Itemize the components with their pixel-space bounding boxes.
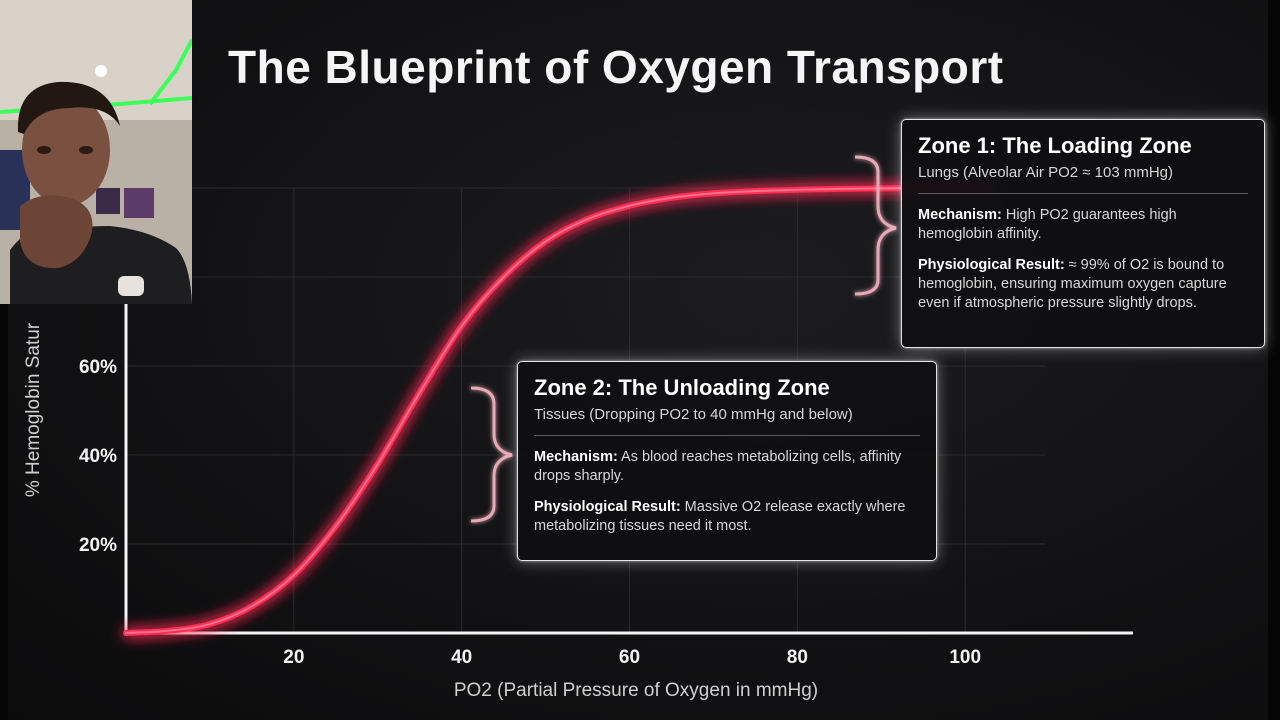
y-tick-60: 60% bbox=[79, 357, 117, 378]
zone2-divider bbox=[534, 435, 920, 436]
zone1-mechanism: Mechanism: High PO2 guarantees high hemo… bbox=[918, 206, 1248, 244]
series-line-core-0 bbox=[125, 186, 992, 634]
x-tick-100: 100 bbox=[949, 647, 981, 668]
zone2-subtitle: Tissues (Dropping PO2 to 40 mmHg and bel… bbox=[534, 406, 853, 423]
zone1-title: Zone 1: The Loading Zone bbox=[918, 133, 1192, 158]
zone1-divider bbox=[918, 193, 1248, 194]
curve-series bbox=[123, 184, 994, 636]
zone1-result-label: Physiological Result: bbox=[918, 257, 1065, 273]
left-border bbox=[0, 0, 8, 720]
y-axis-label: % Hemoglobin Satur bbox=[23, 322, 44, 497]
zone2-result: Physiological Result: Massive O2 release… bbox=[534, 498, 920, 536]
zone1-result: Physiological Result: ≈ 99% of O2 is bou… bbox=[918, 256, 1248, 313]
right-border bbox=[1268, 0, 1280, 720]
face bbox=[22, 94, 110, 206]
x-tick-labels: 20 40 60 80 100 bbox=[283, 647, 981, 668]
zone1-result-text: ≈ 99% of O2 is bound to hemoglobin, ensu… bbox=[918, 257, 1227, 311]
zone1-bracket bbox=[854, 155, 897, 296]
zone2-mechanism: Mechanism: As blood reaches metabolizing… bbox=[534, 448, 920, 486]
left-eye bbox=[37, 146, 51, 154]
zone2-callout: Zone 2: The Unloading Zone Tissues (Drop… bbox=[517, 361, 937, 561]
led-strip-diagonal bbox=[148, 39, 192, 106]
x-tick-20: 20 bbox=[283, 647, 304, 668]
x-tick-40: 40 bbox=[451, 647, 472, 668]
wall-poster-2 bbox=[124, 188, 154, 218]
y-tick-20: 20% bbox=[79, 535, 117, 556]
presenter-webcam bbox=[0, 0, 192, 304]
zone2-title: Zone 2: The Unloading Zone bbox=[534, 375, 830, 400]
hand bbox=[20, 195, 93, 269]
right-eye bbox=[79, 146, 93, 154]
slide-title: The Blueprint of Oxygen Transport bbox=[228, 41, 1004, 93]
webcam-scene bbox=[0, 0, 192, 304]
hair bbox=[17, 81, 121, 134]
zone1-mechanism-text: High PO2 guarantees high hemoglobin affi… bbox=[918, 207, 1177, 242]
x-axis-label: PO2 (Partial Pressure of Oxygen in mmHg) bbox=[454, 680, 818, 701]
zone2-mechanism-label: Mechanism: bbox=[534, 449, 618, 465]
ceiling-light bbox=[95, 65, 107, 77]
wristband bbox=[118, 276, 144, 296]
y-tick-labels: 20% 40% 60% bbox=[79, 357, 117, 556]
zone1-mechanism-label: Mechanism: bbox=[918, 207, 1002, 223]
zone2-bracket bbox=[470, 386, 513, 523]
zone2-result-text: Massive O2 release exactly where metabol… bbox=[534, 499, 906, 534]
wall-poster bbox=[96, 188, 120, 214]
x-tick-80: 80 bbox=[787, 647, 808, 668]
zone2-mechanism-text: As blood reaches metabolizing cells, aff… bbox=[534, 449, 902, 484]
x-tick-60: 60 bbox=[619, 647, 640, 668]
zone1-subtitle: Lungs (Alveolar Air PO2 ≈ 103 mmHg) bbox=[918, 164, 1173, 181]
zone2-result-label: Physiological Result: bbox=[534, 499, 681, 515]
zone1-callout: Zone 1: The Loading Zone Lungs (Alveolar… bbox=[901, 119, 1265, 348]
y-tick-40: 40% bbox=[79, 446, 117, 467]
